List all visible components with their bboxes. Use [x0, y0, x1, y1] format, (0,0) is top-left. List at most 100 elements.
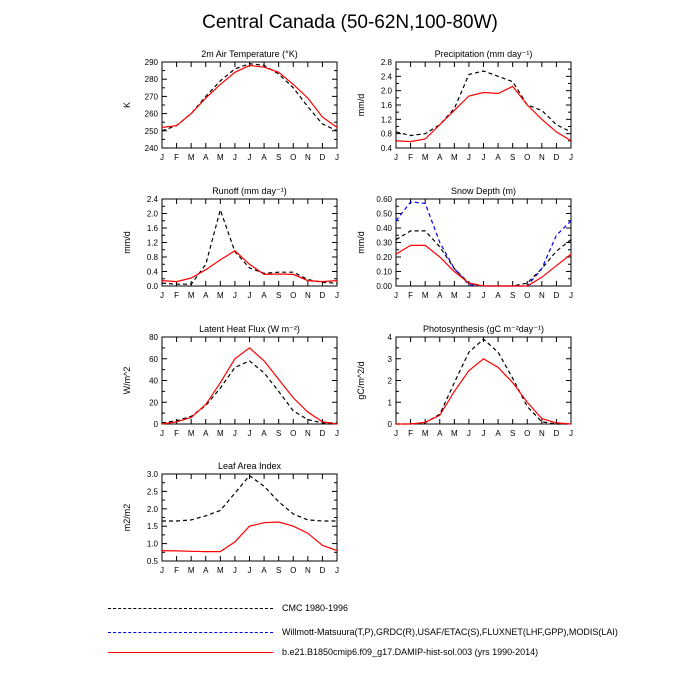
x-tick-label: J	[569, 153, 573, 162]
x-tick-label: O	[524, 429, 530, 438]
x-tick-label: J	[233, 429, 237, 438]
y-tick-label: 2.4	[147, 195, 159, 204]
x-tick-label: M	[188, 153, 195, 162]
x-tick-label: J	[335, 566, 339, 575]
x-tick-label: N	[305, 566, 311, 575]
y-tick-label: 1	[388, 398, 393, 407]
y-axis-label: m2/m2	[122, 504, 132, 532]
x-tick-label: A	[261, 291, 267, 300]
x-tick-label: J	[233, 291, 237, 300]
series-line-observations	[395, 201, 572, 287]
plot-frame	[161, 61, 338, 149]
y-tick-label: 1.2	[147, 239, 159, 248]
y-tick-label: 1.5	[147, 522, 159, 531]
y-tick-label: 0.0	[147, 282, 159, 291]
x-tick-label: A	[437, 291, 443, 300]
plot-frame	[395, 61, 572, 149]
y-tick-label: 260	[145, 110, 159, 119]
x-tick-label: A	[261, 566, 267, 575]
y-axis-label: gC/m^2/d	[356, 361, 366, 399]
y-tick-label: 80	[149, 333, 158, 342]
series-line-cmc	[161, 360, 337, 424]
y-tick-label: 290	[145, 58, 159, 67]
x-tick-label: N	[305, 291, 311, 300]
legend-label: CMC 1980-1996	[282, 603, 349, 613]
y-tick-label: 0.30	[376, 239, 392, 248]
x-tick-label: F	[408, 153, 413, 162]
plot-frame	[395, 198, 572, 287]
series-line-cmc	[396, 338, 571, 425]
x-tick-label: A	[495, 291, 501, 300]
x-tick-label: J	[394, 153, 398, 162]
x-tick-label: J	[160, 429, 164, 438]
x-tick-label: S	[276, 153, 281, 162]
x-tick-label: S	[276, 429, 281, 438]
y-tick-label: 240	[145, 144, 159, 153]
y-tick-label: 3	[388, 355, 393, 364]
x-tick-label: J	[248, 566, 252, 575]
y-tick-label: 270	[145, 92, 159, 101]
y-tick-label: 0.00	[376, 282, 392, 291]
x-tick-label: A	[495, 153, 501, 162]
y-tick-label: 0	[388, 420, 393, 429]
series-line-cmc	[395, 230, 572, 287]
y-tick-label: 4	[388, 333, 393, 342]
y-tick-label: 250	[145, 127, 159, 136]
y-tick-label: 0.60	[376, 195, 392, 204]
y-tick-label: 0.4	[381, 144, 393, 153]
x-tick-label: O	[290, 566, 296, 575]
y-tick-label: 0.20	[376, 253, 392, 262]
y-tick-label: 0.40	[376, 224, 392, 233]
x-tick-label: M	[217, 291, 224, 300]
y-axis-label: K	[122, 102, 132, 108]
x-tick-label: D	[320, 566, 326, 575]
legend-swatch	[108, 608, 273, 609]
y-tick-label: 3.0	[147, 470, 159, 479]
series-line-cmc	[162, 474, 337, 522]
x-tick-label: J	[482, 429, 486, 438]
x-tick-label: O	[524, 153, 530, 162]
y-axis-label: mm/d	[356, 231, 366, 254]
x-tick-label: D	[554, 291, 560, 300]
x-tick-label: J	[248, 291, 252, 300]
x-tick-label: J	[467, 429, 471, 438]
series-line-cmc	[161, 63, 338, 132]
x-tick-label: J	[248, 429, 252, 438]
y-tick-label: 2.8	[381, 58, 393, 67]
y-tick-label: 60	[149, 355, 158, 364]
x-tick-label: M	[451, 153, 458, 162]
x-tick-label: J	[394, 291, 398, 300]
x-tick-label: J	[335, 153, 339, 162]
chart-panel-1: 2m Air Temperature (°K) K 240 250 260 270 280 2…	[122, 49, 339, 162]
panel-title: Leaf Area Index	[218, 461, 282, 471]
x-tick-label: F	[174, 291, 179, 300]
plot-frame	[161, 336, 338, 425]
y-tick-label: 40	[149, 377, 158, 386]
plot-frame	[161, 198, 338, 287]
x-tick-label: J	[569, 429, 573, 438]
y-tick-label: 280	[145, 75, 159, 84]
legend-label: b.e21.B1850cmip6.f09_g17.DAMIP-hist-sol.…	[282, 647, 539, 657]
x-tick-label: A	[203, 153, 209, 162]
legend-swatch	[108, 632, 273, 633]
panel-title: Precipitation (mm day⁻¹)	[435, 49, 533, 59]
y-axis-label: mm/d	[122, 231, 132, 254]
x-tick-label: A	[437, 153, 443, 162]
x-tick-label: F	[408, 291, 413, 300]
series-line-cmc	[161, 207, 338, 285]
y-axis-label: mm/d	[356, 94, 366, 117]
x-tick-label: O	[290, 153, 296, 162]
figure-title: Central Canada (50-62N,100-80W)	[202, 12, 498, 33]
series-line-model	[161, 64, 338, 128]
y-tick-label: 0.4	[147, 268, 159, 277]
y-tick-label: 2.5	[147, 487, 159, 496]
x-tick-label: J	[335, 429, 339, 438]
series-line-model	[396, 358, 572, 425]
series-line-cmc	[395, 70, 572, 137]
y-tick-label: 1.2	[381, 115, 393, 124]
panel-title: Photosynthesis (gC m⁻²day⁻¹)	[423, 324, 544, 334]
x-tick-label: J	[394, 429, 398, 438]
x-tick-label: J	[233, 566, 237, 575]
x-tick-label: D	[320, 153, 326, 162]
y-tick-label: 0.8	[147, 253, 159, 262]
